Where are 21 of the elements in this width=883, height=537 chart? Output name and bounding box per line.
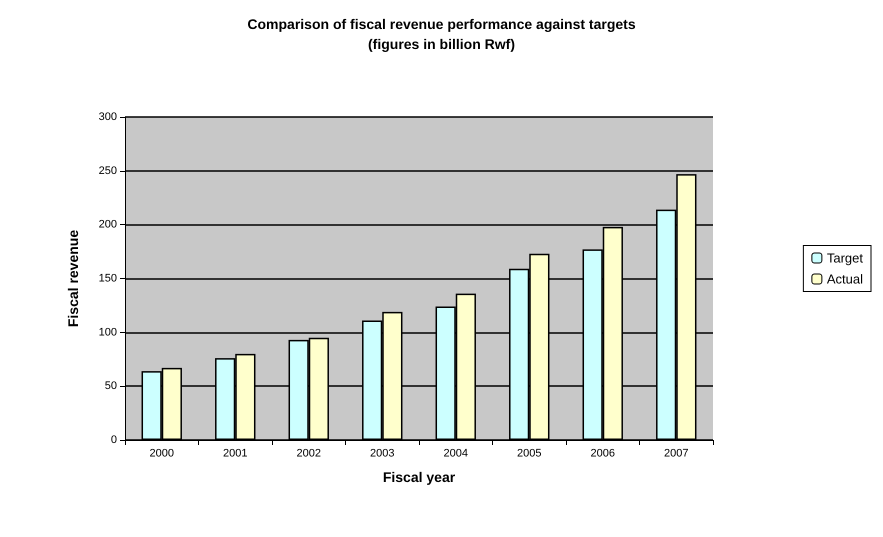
y-tick-label: 0: [110, 434, 117, 446]
x-tick-label: 2007: [664, 448, 688, 460]
y-tick-label: 150: [98, 272, 117, 284]
y-tick-label: 200: [98, 218, 117, 231]
x-tick-label: 2000: [150, 448, 174, 460]
x-tick-label: 2005: [517, 448, 542, 460]
x-tick-label: 2004: [444, 448, 468, 460]
chart-subtitle: (figures in billion Rwf): [368, 36, 515, 52]
y-axis-title: Fiscal revenue: [65, 230, 81, 328]
legend-label: Target: [826, 250, 864, 266]
legend-label: Actual: [826, 272, 864, 286]
x-tick-label: 2006: [590, 448, 615, 460]
y-tick-label: 250: [98, 164, 117, 177]
y-tick-label: 50: [104, 380, 117, 392]
x-tick-label: 2002: [296, 448, 321, 460]
y-tick-label: 100: [98, 326, 117, 338]
chart-title: Comparison of fiscal revenue performance against targets: [247, 16, 636, 32]
x-tick-label: 2001: [223, 448, 248, 460]
x-tick-label: 2003: [370, 448, 394, 460]
x-axis-title: Fiscal year: [382, 469, 456, 485]
y-tick-label: 300: [98, 111, 117, 123]
